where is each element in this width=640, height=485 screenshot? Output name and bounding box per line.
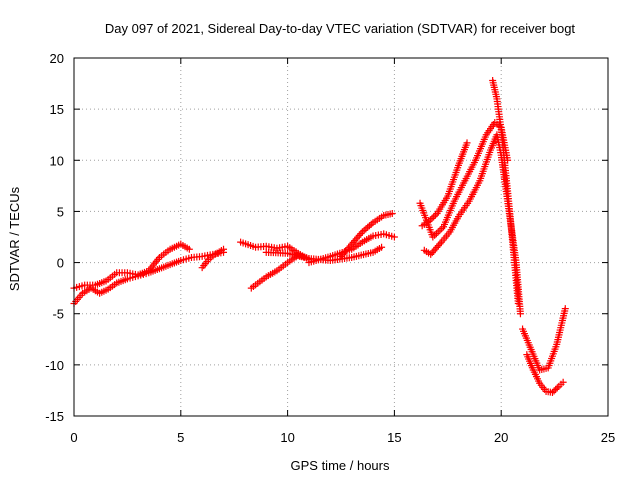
x-tick-label: 15 <box>387 430 401 445</box>
data-point <box>550 387 558 395</box>
data-point <box>365 222 373 230</box>
data-point <box>185 245 193 253</box>
x-axis-label: GPS time / hours <box>291 458 390 473</box>
data-point <box>433 243 441 251</box>
plot-frame <box>73 57 609 417</box>
data-point <box>355 231 363 239</box>
data-point <box>357 230 365 238</box>
data-point <box>431 245 439 253</box>
data-points <box>70 77 569 396</box>
data-point <box>428 249 436 257</box>
data-point <box>561 305 569 313</box>
data-point <box>358 228 366 236</box>
data-point <box>434 228 442 236</box>
x-tick-label: 0 <box>70 430 77 445</box>
x-tick-label: 20 <box>494 430 508 445</box>
grid-lines <box>74 58 608 416</box>
data-point <box>463 139 471 147</box>
axis-ticks: 0 5 10 15 20 25 -15 -10 -5 0 5 10 15 20 <box>45 51 615 445</box>
data-point <box>360 226 368 234</box>
data-point <box>388 209 396 217</box>
data-point <box>548 388 556 396</box>
data-point <box>559 378 567 386</box>
data-point <box>434 242 442 250</box>
y-axis-label: SDTVAR / TECUs <box>7 186 22 291</box>
chart-title: Day 097 of 2021, Sidereal Day-to-day VTE… <box>105 21 576 36</box>
data-point <box>430 213 438 221</box>
y-tick-label: 5 <box>57 204 64 219</box>
data-point <box>516 310 524 318</box>
x-tick-label: 5 <box>177 430 184 445</box>
data-point <box>378 243 386 251</box>
x-tick-label: 25 <box>601 430 615 445</box>
data-point <box>354 233 362 241</box>
y-tick-label: -15 <box>45 409 64 424</box>
y-tick-label: 15 <box>50 102 64 117</box>
data-point <box>514 299 522 307</box>
data-point <box>362 225 370 233</box>
data-point <box>553 384 561 392</box>
data-point <box>431 211 439 219</box>
data-point <box>432 230 440 238</box>
data-point <box>220 245 228 253</box>
y-tick-label: 20 <box>50 51 64 66</box>
data-point <box>352 235 360 243</box>
data-point <box>552 385 560 393</box>
y-tick-label: 0 <box>57 256 64 271</box>
data-point <box>390 233 398 241</box>
data-point <box>364 223 372 231</box>
y-tick-label: -10 <box>45 358 64 373</box>
data-point <box>436 240 444 248</box>
data-point <box>428 214 436 222</box>
x-tick-label: 10 <box>280 430 294 445</box>
y-tick-label: -5 <box>52 307 64 322</box>
y-tick-label: 10 <box>50 153 64 168</box>
data-point <box>436 226 444 234</box>
